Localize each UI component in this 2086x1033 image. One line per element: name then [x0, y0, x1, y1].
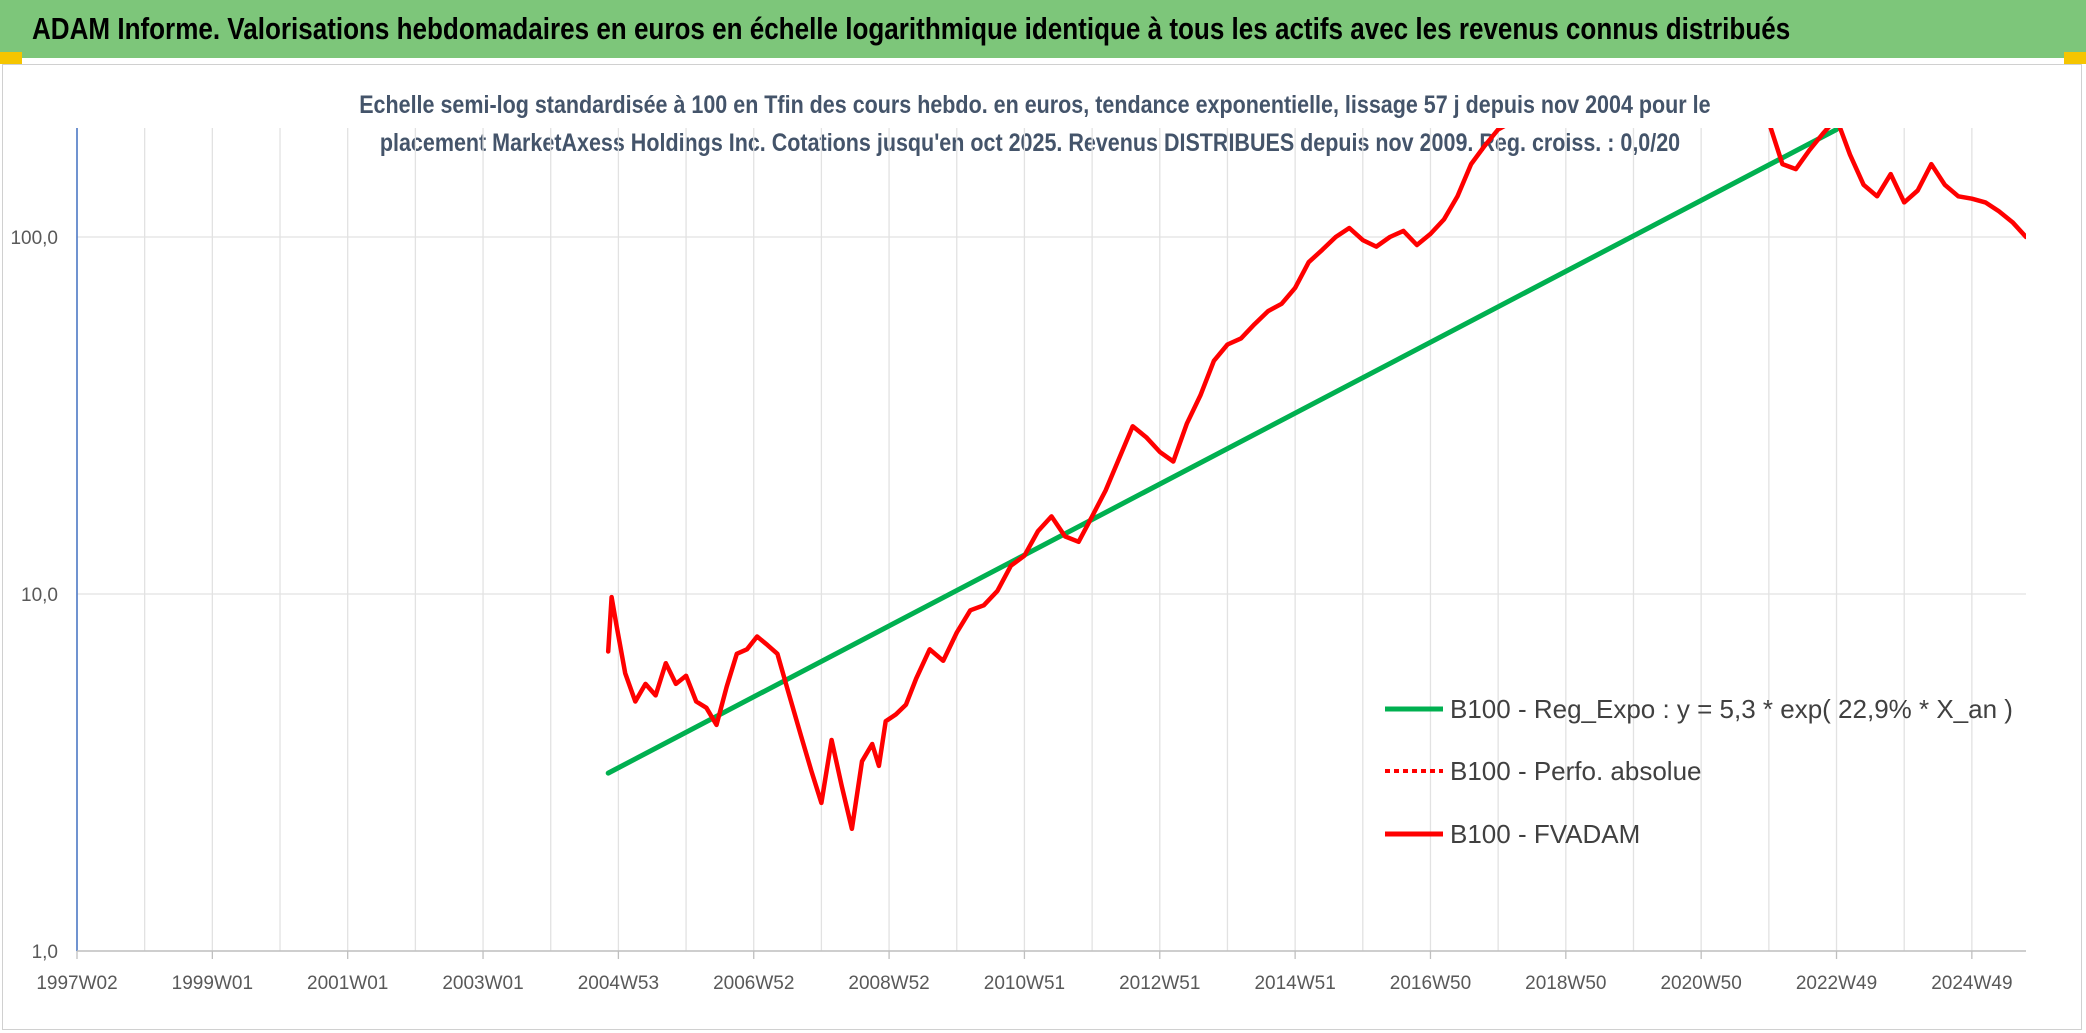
- report-title: ADAM Informe. Valorisations hebdomadaire…: [32, 11, 1791, 46]
- legend-item-trend: B100 - Reg_Expo : y = 5,3 * exp( 22,9% *…: [1385, 694, 2013, 724]
- legend-item-fvadam: B100 - FVADAM: [1385, 819, 1640, 849]
- chart-frame: [2, 64, 2082, 1030]
- x-tick-label: 2010W51: [984, 973, 1065, 994]
- y-tick-label: 100,0: [10, 228, 58, 249]
- chart-title: Echelle semi-log standardisée à 100 en T…: [250, 86, 1810, 162]
- x-tick-label: 2014W51: [1254, 973, 1335, 994]
- x-tick-label: 2018W50: [1525, 973, 1606, 994]
- legend: B100 - Reg_Expo : y = 5,3 * exp( 22,9% *…: [1385, 694, 2013, 849]
- axes: 1,0 10,0 100,0 1997W02 1999W01 2001W01 2003W01…: [10, 128, 2026, 994]
- trend-line: [605, 128, 1839, 776]
- x-tick-label: 2022W49: [1796, 973, 1877, 994]
- x-tick-label: 2008W52: [848, 973, 929, 994]
- fvadam-line: [605, 128, 2026, 832]
- y-tick-label: 10,0: [21, 585, 58, 606]
- x-tick-label: 2006W52: [713, 973, 794, 994]
- report-banner: ADAM Informe. Valorisations hebdomadaire…: [0, 0, 2086, 58]
- legend-label: B100 - Reg_Expo : y = 5,3 * exp( 22,9% *…: [1450, 694, 2013, 724]
- corner-accent-left: [0, 52, 22, 64]
- y-tick-label: 1,0: [32, 942, 58, 963]
- legend-label: B100 - FVADAM: [1450, 819, 1640, 849]
- x-tick-label: 2003W01: [442, 973, 523, 994]
- legend-item-absolute-performance: B100 - Perfo. absolue: [1385, 756, 1702, 786]
- x-tick-label: 2016W50: [1390, 973, 1471, 994]
- x-tick-label: 2001W01: [307, 973, 388, 994]
- x-tick-label: 2020W50: [1660, 973, 1741, 994]
- x-tick-label: 1999W01: [172, 973, 253, 994]
- chart-title-line-2: placement MarketAxess Holdings Inc. Cota…: [379, 129, 1681, 157]
- x-tick-label: 1997W02: [36, 973, 117, 994]
- x-tick-label: 2024W49: [1931, 973, 2012, 994]
- x-tick-label: 2012W51: [1119, 973, 1200, 994]
- series-layer: [605, 128, 2026, 832]
- chart-title-line-1: Echelle semi-log standardisée à 100 en T…: [359, 91, 1711, 119]
- corner-accent-right: [2064, 52, 2086, 64]
- x-tick-label: 2004W53: [578, 973, 659, 994]
- legend-label: B100 - Perfo. absolue: [1450, 756, 1702, 786]
